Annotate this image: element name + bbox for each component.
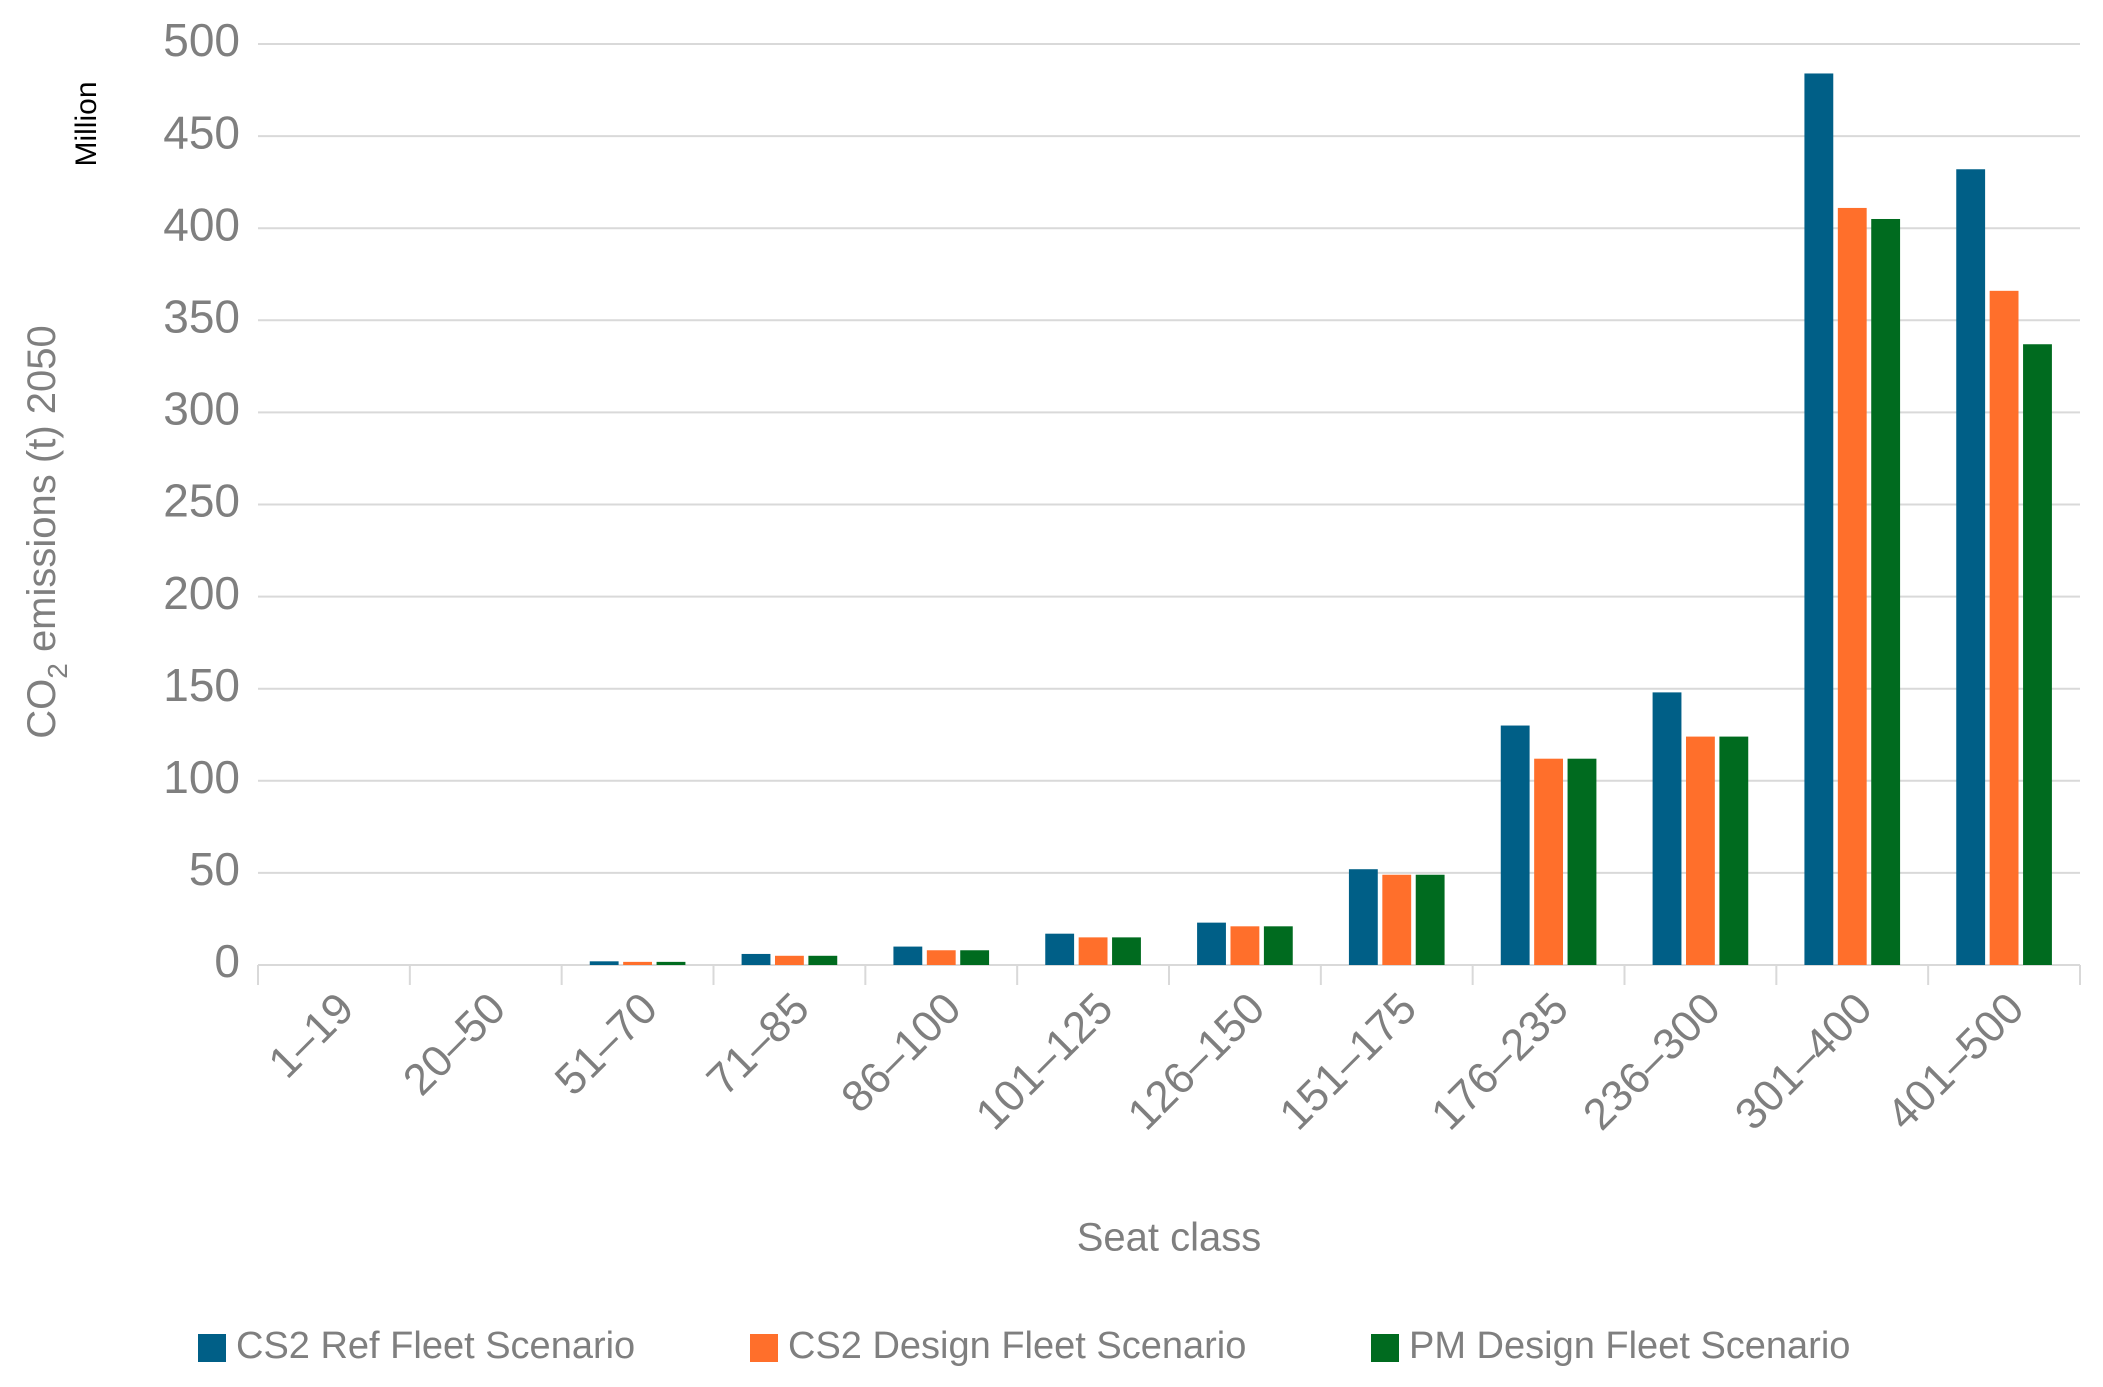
bar [893,946,923,965]
y-tick-label: 450 [163,106,240,158]
bar [1685,736,1715,965]
bar [1112,937,1141,965]
x-tick-label: 126–150 [1118,984,1274,1140]
y-tick-label: 400 [163,198,240,250]
x-axis-title: Seat class [1077,1216,1262,1260]
bar [589,961,619,965]
bar [1197,922,1226,965]
bar [741,953,771,965]
bar [1719,736,1749,965]
bar [1652,692,1682,965]
x-tick-label: 1–19 [259,984,363,1088]
x-tick-label: 51–70 [546,984,667,1105]
bar [1230,926,1260,965]
x-tick-label: 301–400 [1726,984,1882,1140]
y-tick-label: 50 [189,843,240,895]
y-tick-label: 200 [163,567,240,619]
x-tick-label: 86–100 [832,984,970,1122]
bar [960,950,990,965]
bar [2023,344,2052,966]
y-tick-label: 0 [214,935,240,987]
bar [1956,169,1986,966]
bar [1871,218,1901,966]
x-tick-label: 101–125 [967,984,1123,1140]
bar [1045,933,1075,965]
x-tick-label: 176–235 [1422,984,1578,1140]
y-tick-label: 250 [163,475,240,527]
legend-label: CS2 Design Fleet Scenario [788,1325,1246,1367]
bar [1415,874,1445,965]
y-axis-title-part: CO [20,679,64,739]
bar [1078,937,1108,965]
y-tick-label: 300 [163,383,240,435]
legend-label: CS2 Ref Fleet Scenario [236,1325,635,1367]
y-unit: Million [70,81,103,166]
bar [1263,926,1293,965]
bar [1500,725,1530,965]
bar [926,950,956,965]
x-tick-label: 236–300 [1574,984,1730,1140]
bar [774,955,804,965]
x-tick-label: 151–175 [1270,984,1426,1140]
legend-swatch [750,1334,778,1362]
y-tick-label: 100 [163,751,240,803]
bar [1534,758,1564,965]
y-axis-title: CO2 emissions (t) 2050 [20,325,73,739]
y-tick-label: 150 [163,659,240,711]
bar [808,955,838,965]
bar [1804,73,1834,966]
y-tick-label: 500 [163,14,240,66]
bar [623,961,653,965]
x-tick-label: 20–50 [394,984,515,1105]
bar [1989,290,2019,965]
bar [1382,874,1412,965]
legend-swatch [198,1334,226,1362]
legend-label: PM Design Fleet Scenario [1409,1325,1850,1367]
bar [1837,207,1867,966]
legend-swatch [1371,1334,1399,1362]
bar [1348,869,1378,965]
y-axis-title-part: 2 [42,663,73,679]
y-axis-title-part: emissions (t) 2050 [20,325,64,663]
bar [1567,758,1597,965]
x-tick-label: 71–85 [698,984,819,1105]
y-tick-label: 350 [163,290,240,342]
bar [656,961,686,965]
x-tick-label: 401–500 [1878,984,2034,1140]
